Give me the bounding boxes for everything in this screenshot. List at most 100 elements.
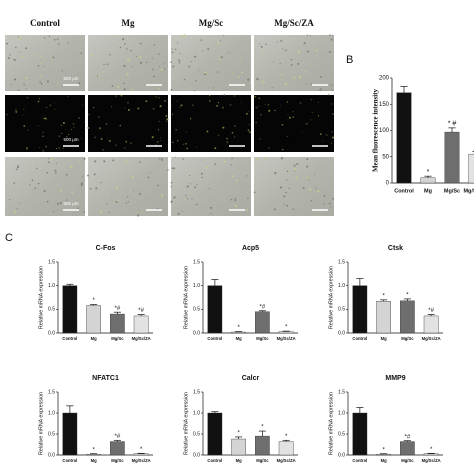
speckle <box>320 87 322 90</box>
speckle <box>323 203 325 205</box>
speckle <box>73 126 75 129</box>
speckle <box>284 48 286 50</box>
speckle <box>126 73 129 76</box>
speckle <box>62 121 65 125</box>
bar <box>133 453 149 456</box>
x-tick-label: Mg/Sc/ZA <box>277 458 296 463</box>
speckle <box>219 58 221 60</box>
speckle <box>40 82 43 85</box>
bar <box>133 315 149 334</box>
speckle <box>139 161 141 164</box>
speckle <box>54 108 56 111</box>
chart-title: NFATC1 <box>92 375 119 382</box>
speckle <box>170 181 173 184</box>
speckle <box>127 201 130 203</box>
speckle <box>129 58 131 60</box>
speckle <box>325 134 328 136</box>
bar <box>400 441 415 456</box>
speckle <box>194 90 196 92</box>
speckle <box>280 39 283 42</box>
speckle <box>123 147 126 149</box>
speckle <box>123 88 126 91</box>
significance-label: * <box>92 447 95 453</box>
speckle <box>172 141 174 144</box>
speckle <box>195 79 197 82</box>
speckle <box>160 157 163 160</box>
speckle <box>15 111 18 113</box>
speckle <box>71 191 74 193</box>
x-tick-label: Mg <box>91 458 97 463</box>
speckle <box>56 38 59 41</box>
speckle <box>94 160 97 163</box>
speckle <box>238 76 240 78</box>
speckle <box>306 50 309 53</box>
bar <box>400 300 415 334</box>
speckle <box>46 171 49 174</box>
y-tick-label: 1.5 <box>338 259 345 265</box>
x-tick-label: Mg <box>236 336 242 341</box>
x-tick-label: Mg <box>236 458 242 463</box>
speckle <box>222 126 225 129</box>
speckle <box>246 175 248 177</box>
speckle <box>295 177 298 180</box>
x-tick-label: Mg/Sc/ZA <box>422 336 441 341</box>
bar <box>255 311 270 334</box>
speckle <box>106 203 108 205</box>
y-tick-label: 1.0 <box>193 410 200 416</box>
speckle <box>152 107 155 110</box>
speckle <box>182 143 185 146</box>
speckle <box>145 100 148 103</box>
speckle <box>27 129 30 132</box>
speckle <box>166 118 169 121</box>
y-tick-label: 100 <box>379 128 390 134</box>
speckle <box>17 36 20 38</box>
bar <box>352 285 368 334</box>
speckle <box>262 51 265 54</box>
speckle <box>119 124 122 127</box>
speckle <box>231 132 234 134</box>
significance-label: * <box>237 431 240 437</box>
speckle <box>153 75 155 78</box>
y-axis-label: Relative mRNA expression <box>38 392 44 455</box>
speckle <box>170 61 172 64</box>
speckle <box>157 141 159 143</box>
bar <box>420 177 436 184</box>
speckle <box>51 59 53 61</box>
speckle <box>74 180 76 182</box>
significance-label: * <box>285 434 288 440</box>
speckle <box>273 61 275 63</box>
significance-label: * # <box>448 121 457 128</box>
speckle <box>115 144 117 147</box>
significance-label: * <box>140 447 143 453</box>
speckle <box>200 39 203 41</box>
bar <box>376 301 391 334</box>
speckle <box>248 110 250 112</box>
significance-label: * <box>261 425 264 431</box>
speckle <box>221 106 225 109</box>
chart-title: Acp5 <box>242 245 259 252</box>
speckle <box>127 101 130 104</box>
speckle <box>78 82 81 85</box>
speckle <box>290 58 293 61</box>
speckle <box>294 168 297 171</box>
speckle <box>55 172 57 175</box>
speckle <box>131 66 134 68</box>
speckle <box>99 128 101 130</box>
speckle <box>293 76 296 79</box>
speckle <box>108 211 110 214</box>
speckle <box>204 73 207 76</box>
micrograph <box>5 35 85 91</box>
speckle <box>123 82 125 85</box>
speckle <box>234 197 237 200</box>
significance-label: * <box>382 447 385 453</box>
speckle <box>183 78 186 81</box>
speckle <box>171 48 173 50</box>
speckle <box>131 176 134 179</box>
speckle <box>171 113 174 115</box>
y-tick-label: 0.5 <box>338 307 345 313</box>
speckle <box>259 137 261 140</box>
speckle <box>239 57 242 59</box>
speckle <box>51 158 53 160</box>
speckle <box>67 95 70 98</box>
